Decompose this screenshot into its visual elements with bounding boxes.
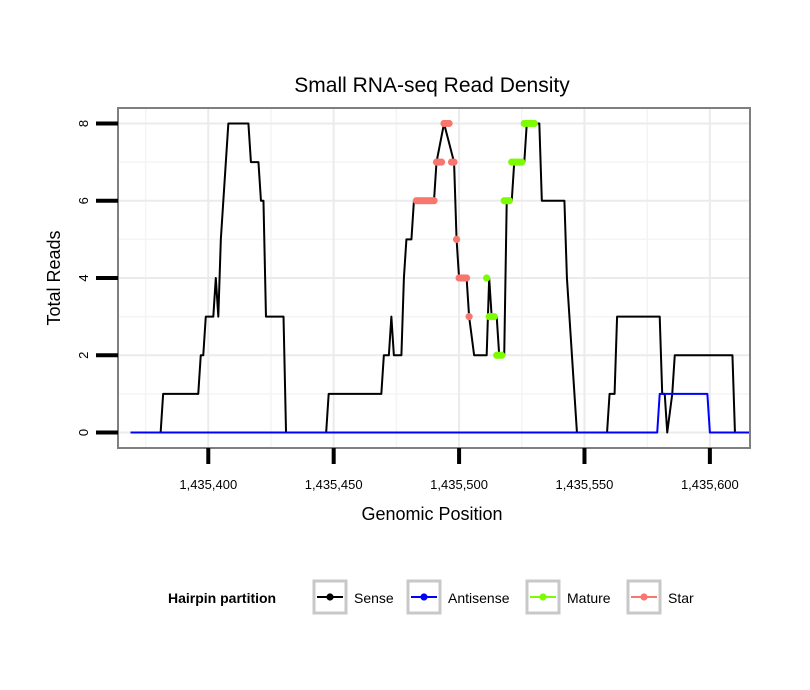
mature-legend-key-dot bbox=[539, 593, 547, 601]
sense-legend-label: Sense bbox=[354, 590, 394, 606]
y-tick-label: 4 bbox=[76, 274, 91, 281]
y-tick-label: 6 bbox=[76, 197, 91, 204]
star-point bbox=[445, 119, 453, 128]
star-point bbox=[437, 158, 446, 166]
x-tick-label: 1,435,500 bbox=[430, 477, 488, 492]
sense-legend-key-dot bbox=[326, 593, 334, 601]
antisense-legend-label: Antisense bbox=[448, 590, 510, 606]
x-tick-label: 1,435,550 bbox=[556, 477, 614, 492]
y-axis: 0 2 4 6 8 bbox=[76, 120, 118, 436]
sense-series-line bbox=[130, 122, 750, 434]
y-tick-label: 2 bbox=[76, 352, 91, 359]
plot-area bbox=[117, 107, 751, 449]
star-point bbox=[450, 158, 458, 166]
mature-point bbox=[483, 274, 491, 282]
star-point bbox=[465, 313, 473, 321]
star-point bbox=[430, 197, 438, 205]
y-tick-label: 0 bbox=[76, 429, 91, 436]
mature-point bbox=[530, 119, 538, 128]
mature-point bbox=[505, 197, 513, 205]
star-point bbox=[463, 274, 471, 282]
star-legend-label: Star bbox=[668, 590, 694, 606]
legend-title: Hairpin partition bbox=[168, 590, 276, 606]
star-point bbox=[452, 235, 461, 243]
y-tick-label: 8 bbox=[76, 120, 91, 127]
mature-legend-label: Mature bbox=[567, 590, 611, 606]
mature-point bbox=[498, 351, 506, 359]
chart-title: Small RNA-seq Read Density bbox=[294, 74, 570, 97]
x-axis-label: Genomic Position bbox=[361, 504, 502, 524]
legend: Hairpin partition Sense Antisense Mature St… bbox=[168, 579, 694, 615]
antisense-series-line bbox=[130, 392, 750, 434]
x-tick-label: 1,435,450 bbox=[305, 477, 363, 492]
x-tick-label: 1,435,400 bbox=[179, 477, 237, 492]
x-axis: 1,435,400 1,435,450 1,435,500 1,435,550 1,43… bbox=[179, 448, 739, 492]
mature-point bbox=[490, 313, 498, 321]
mature-point bbox=[518, 158, 526, 166]
y-axis-label: Total Reads bbox=[44, 230, 64, 325]
antisense-legend-key-dot bbox=[420, 593, 428, 601]
star-legend-key-dot bbox=[640, 593, 648, 601]
x-tick-label: 1,435,600 bbox=[681, 477, 739, 492]
